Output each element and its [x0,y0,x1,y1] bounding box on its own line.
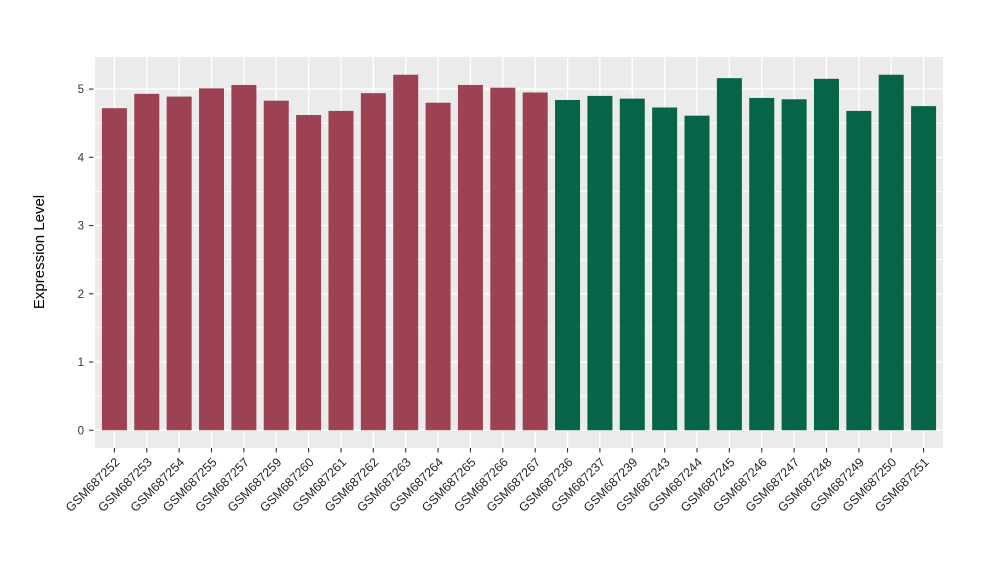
bar-GSM687248 [813,78,839,431]
bar-GSM687257 [231,84,257,431]
bar-GSM687253 [134,93,160,431]
bar-GSM687259 [263,100,289,431]
bar-GSM687255 [199,88,225,431]
bar-GSM687249 [846,110,872,431]
bar-GSM687264 [425,102,451,431]
bar-GSM687263 [393,74,419,431]
y-axis-title: Expression Level [31,195,48,309]
bar-GSM687239 [619,98,645,431]
y-tick-label: 3 [78,221,84,233]
bar-GSM687260 [296,115,322,431]
bar-GSM687251 [911,106,937,431]
y-tick-label: 0 [78,425,84,437]
bar-GSM687267 [522,92,548,431]
bar-GSM687250 [878,74,904,431]
bar-GSM687245 [716,78,742,431]
y-tick-label: 4 [78,152,85,164]
bar-GSM687266 [490,87,516,431]
y-tick-label: 2 [78,289,84,301]
bar-GSM687237 [587,95,613,431]
bar-GSM687265 [457,84,483,431]
bar-GSM687236 [555,99,581,431]
bar-GSM687243 [652,107,678,431]
bar-GSM687246 [749,97,775,431]
bar-GSM687261 [328,110,354,431]
bar-GSM687254 [166,96,192,431]
y-tick-label: 1 [78,357,84,369]
bar-GSM687262 [360,93,386,431]
bar-GSM687252 [101,108,127,431]
chart-generated-layer: 012345GSM687252GSM687253GSM687254GSM6872… [63,57,943,515]
bar-GSM687247 [781,99,807,431]
y-tick-label: 5 [78,84,84,96]
bar-GSM687244 [684,115,710,431]
